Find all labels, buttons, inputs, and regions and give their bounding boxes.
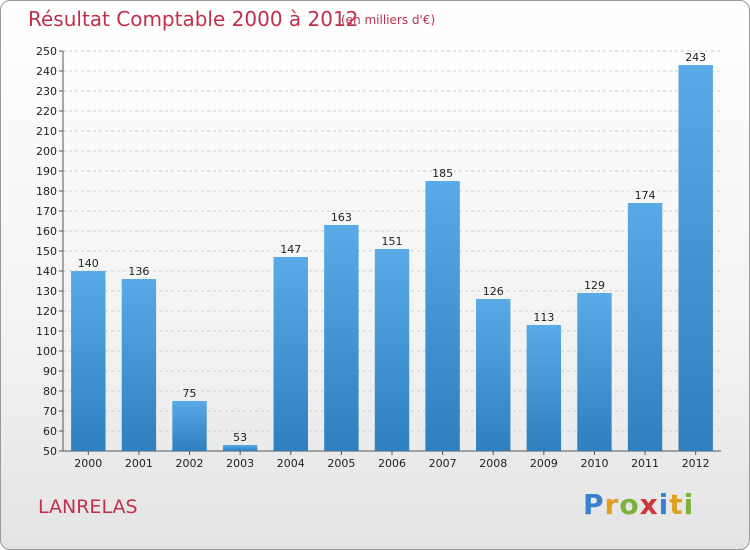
- y-tick-label: 210: [36, 125, 57, 138]
- y-tick-label: 140: [36, 265, 57, 278]
- bar-value-label: 53: [233, 431, 247, 444]
- x-tick-label: 2003: [226, 457, 254, 470]
- x-tick-label: 2004: [277, 457, 305, 470]
- x-tick-label: 2008: [479, 457, 507, 470]
- bars: 140 136 75 53 147 163 151 185 126 113 129 174 243: [71, 51, 713, 451]
- bar-value-label: 126: [483, 285, 504, 298]
- y-tick-label: 160: [36, 225, 57, 238]
- bar-2006: [374, 249, 410, 451]
- x-tick-label: 2007: [429, 457, 457, 470]
- bar-2012: [678, 65, 713, 451]
- x-tick-label: 2011: [631, 457, 659, 470]
- x-tick-label: 2009: [530, 457, 558, 470]
- bar-2003: [222, 445, 258, 451]
- y-tick-label: 150: [36, 245, 57, 258]
- bar-2011: [627, 203, 663, 451]
- bar-2009: [526, 325, 562, 451]
- y-tick-label: 130: [36, 285, 57, 298]
- bar-2004: [273, 257, 308, 451]
- proxiti-logo: Proxiti: [583, 488, 695, 521]
- y-axis: 50 60 70 80 90 100 110 120 130 140 150 160 170 180 190…: [36, 45, 721, 458]
- y-tick-label: 100: [36, 345, 57, 358]
- y-tick-label: 240: [36, 65, 57, 78]
- bar-2008: [476, 299, 511, 451]
- bar-value-label: 174: [635, 189, 656, 202]
- x-tick-label: 2000: [74, 457, 102, 470]
- y-tick-label: 250: [36, 45, 57, 58]
- chart-title: Résultat Comptable 2000 à 2012: [28, 7, 359, 31]
- x-tick-label: 2005: [327, 457, 355, 470]
- bar-value-label: 140: [78, 257, 99, 270]
- x-tick-label: 2002: [176, 457, 204, 470]
- y-tick-label: 190: [36, 165, 57, 178]
- y-tick-label: 170: [36, 205, 57, 218]
- x-tick-label: 2012: [682, 457, 710, 470]
- x-axis-labels: 2000 2001 2002 2003 2004 2005 2006 2007 2008 2009…: [74, 451, 710, 470]
- y-tick-label: 200: [36, 145, 57, 158]
- bar-value-label: 151: [382, 235, 403, 248]
- y-tick-label: 50: [43, 445, 57, 458]
- y-tick-label: 90: [43, 365, 57, 378]
- bar-value-label: 75: [183, 387, 197, 400]
- bar-2000: [71, 271, 106, 451]
- x-tick-label: 2010: [580, 457, 608, 470]
- bar-2007: [425, 181, 460, 451]
- bar-value-label: 163: [331, 211, 352, 224]
- bar-2002: [172, 401, 207, 451]
- y-tick-label: 180: [36, 185, 57, 198]
- y-tick-label: 70: [43, 405, 57, 418]
- y-tick-label: 110: [36, 325, 57, 338]
- chart-subtitle: (en milliers d'€): [341, 13, 436, 27]
- y-tick-label: 220: [36, 105, 57, 118]
- bar-value-label: 243: [685, 51, 706, 64]
- commune-name: LANRELAS: [38, 496, 138, 518]
- bar-value-label: 147: [280, 243, 301, 256]
- x-tick-label: 2006: [378, 457, 406, 470]
- bar-2005: [324, 225, 359, 451]
- bar-value-label: 136: [128, 265, 149, 278]
- bar-2001: [121, 279, 157, 451]
- bar-value-label: 129: [584, 279, 605, 292]
- bar-value-label: 113: [533, 311, 554, 324]
- y-tick-label: 60: [43, 425, 57, 438]
- y-tick-label: 120: [36, 305, 57, 318]
- bar-value-label: 185: [432, 167, 453, 180]
- bar-2010: [577, 293, 612, 451]
- y-tick-label: 230: [36, 85, 57, 98]
- x-tick-label: 2001: [125, 457, 153, 470]
- y-tick-label: 80: [43, 385, 57, 398]
